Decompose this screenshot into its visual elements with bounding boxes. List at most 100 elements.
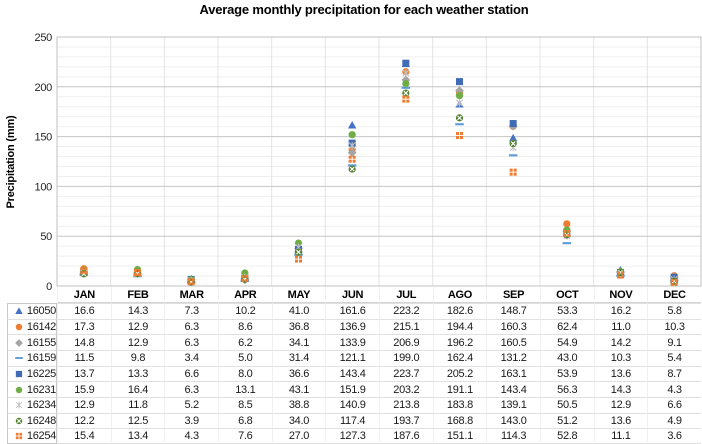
legend-marker — [15, 370, 23, 378]
value-cell: 15.4 — [57, 428, 111, 444]
circle-marker-icon — [15, 323, 23, 331]
station-id-label: 16155 — [26, 336, 56, 349]
legend-station-cell: 16155 — [7, 334, 57, 350]
value-cell: 13.6 — [593, 365, 648, 382]
circle-x-marker-icon — [455, 114, 464, 122]
value-cell: 12.9 — [57, 396, 111, 413]
station-id-label: 16254 — [26, 430, 56, 443]
value-cell: 6.3 — [164, 381, 218, 397]
table-corner-cell — [7, 287, 57, 303]
legend-station-cell: 16142 — [7, 318, 57, 335]
value-cell: 14.3 — [593, 381, 648, 397]
value-cell: 196.2 — [432, 334, 487, 350]
value-cell: 43.1 — [271, 381, 326, 397]
dash-marker-icon — [455, 123, 464, 126]
value-cell: 13.1 — [217, 381, 272, 397]
triangle-marker-icon — [347, 121, 357, 129]
value-cell: 41.0 — [271, 303, 326, 319]
value-cell: 114.3 — [486, 428, 540, 444]
station-id-label: 16225 — [26, 367, 56, 380]
value-cell: 6.6 — [164, 365, 218, 382]
quad-square-marker-icon — [80, 267, 88, 275]
value-cell: 194.4 — [432, 318, 487, 335]
value-cell: 131.2 — [486, 349, 540, 366]
value-cell: 38.8 — [271, 396, 326, 413]
dash-marker-icon — [15, 357, 23, 360]
value-cell: 151.1 — [432, 428, 487, 444]
value-cell: 8.7 — [647, 365, 701, 382]
value-cell: 161.6 — [325, 303, 379, 319]
value-cell: 16.2 — [593, 303, 648, 319]
triangle-marker-icon — [508, 133, 518, 142]
quad-square-marker-icon — [348, 155, 356, 163]
value-cell: 160.3 — [486, 318, 540, 335]
quad-square-marker-icon — [563, 229, 571, 237]
value-cell: 143.0 — [486, 412, 540, 429]
value-cell: 16.4 — [110, 381, 165, 397]
quad-square-marker-icon — [509, 168, 517, 176]
quad-square-marker-icon — [294, 255, 303, 263]
value-cell: 4.3 — [647, 381, 701, 397]
value-cell: 163.1 — [486, 365, 540, 382]
station-id-label: 16234 — [26, 399, 56, 412]
legend-station-cell: 16254 — [7, 428, 57, 444]
dash-marker-icon — [562, 242, 572, 245]
value-cell: 203.2 — [378, 381, 433, 397]
quad-square-marker-icon — [455, 131, 464, 140]
y-axis-tick-labels: 0 50 100 150 200 250 — [35, 32, 53, 293]
value-cell: 160.5 — [486, 334, 540, 350]
value-cell: 12.9 — [593, 396, 648, 413]
value-cell: 27.0 — [271, 428, 326, 444]
month-header: MAY — [271, 287, 326, 303]
circle-x-marker-icon — [402, 89, 410, 97]
value-cell: 8.5 — [217, 396, 272, 413]
legend-marker — [15, 357, 23, 360]
circle-x-marker-icon — [509, 139, 517, 148]
value-cell: 199.0 — [378, 349, 433, 366]
month-header: FEB — [110, 287, 165, 303]
dash-marker-icon — [401, 86, 411, 89]
asterisk-marker-icon — [455, 99, 464, 107]
circle-marker-icon — [455, 92, 464, 100]
value-cell: 52.8 — [539, 428, 594, 444]
quad-square-marker-icon — [402, 95, 410, 103]
value-cell: 6.6 — [647, 396, 701, 413]
month-header: DEC — [647, 287, 701, 303]
month-header: NOV — [593, 287, 648, 303]
value-cell: 50.5 — [539, 396, 594, 413]
value-cell: 12.2 — [57, 412, 111, 429]
circle-x-marker-icon — [294, 248, 303, 256]
value-cell: 14.2 — [593, 334, 648, 350]
value-cell: 127.3 — [325, 428, 379, 444]
value-cell: 4.3 — [164, 428, 218, 444]
data-points — [79, 59, 679, 286]
value-cell: 53.3 — [539, 303, 594, 319]
y-tick-label: 0 — [46, 281, 52, 293]
legend-station-cell: 16234 — [7, 396, 57, 413]
legend-marker — [15, 323, 23, 331]
quad-square-marker-icon — [133, 269, 142, 277]
y-tick-label: 150 — [35, 132, 53, 144]
circle-x-marker-icon — [348, 165, 356, 173]
value-cell: 182.6 — [432, 303, 487, 319]
month-header: SEP — [486, 287, 540, 303]
legend-station-cell: 16231 — [7, 381, 57, 397]
value-cell: 151.9 — [325, 381, 379, 397]
value-cell: 205.2 — [432, 365, 487, 382]
value-cell: 215.1 — [378, 318, 433, 335]
value-cell: 3.4 — [164, 349, 218, 366]
value-cell: 12.5 — [110, 412, 165, 429]
quad-square-marker-icon — [15, 432, 23, 440]
circle-x-marker-icon — [15, 417, 23, 425]
data-table: JAN FEB MAR APR MAY JUN JUL AGO SEP OCT NOV DEC 1605… — [7, 287, 701, 444]
value-cell: 183.8 — [432, 396, 487, 413]
value-cell: 5.2 — [164, 396, 218, 413]
value-cell: 11.0 — [593, 318, 648, 335]
value-cell: 5.4 — [647, 349, 701, 366]
legend-station-cell: 16225 — [7, 365, 57, 382]
value-cell: 143.4 — [486, 381, 540, 397]
circle-marker-icon — [241, 269, 249, 277]
value-cell: 136.9 — [325, 318, 379, 335]
value-cell: 13.7 — [57, 365, 111, 382]
